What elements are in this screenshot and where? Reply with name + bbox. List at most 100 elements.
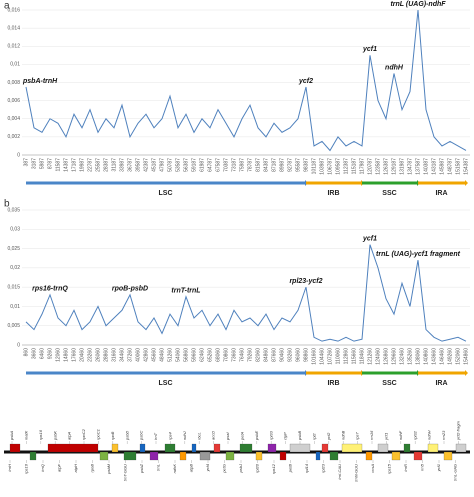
x-tick-label: 26060 bbox=[95, 348, 101, 362]
x-tick-label: 134787 bbox=[407, 158, 413, 175]
gene-label: ndhJ bbox=[182, 430, 187, 440]
gene-block bbox=[179, 451, 187, 461]
x-tick-label: 138060 bbox=[415, 348, 421, 365]
annotation: trnT-trnL bbox=[171, 288, 200, 295]
region-label: SSC bbox=[382, 190, 396, 197]
x-tick-label: 45187 bbox=[151, 158, 157, 172]
gene-label: atpA bbox=[67, 431, 72, 440]
data-line bbox=[25, 244, 467, 342]
x-tick-label: 81587 bbox=[255, 158, 261, 172]
x-tick-label: 118460 bbox=[359, 348, 365, 365]
x-tick-label: 76460 bbox=[239, 348, 245, 362]
x-tick-label: 112387 bbox=[343, 158, 349, 175]
gene-label: ycf2 bbox=[326, 432, 331, 441]
region-label: LSC bbox=[159, 380, 173, 387]
gene-label: psbZ bbox=[139, 463, 144, 473]
gene-label: petB bbox=[288, 464, 293, 474]
x-tick-label: 106787 bbox=[327, 158, 333, 175]
x-tick-label: 129660 bbox=[391, 348, 397, 365]
annotation: ycf1 bbox=[362, 236, 377, 243]
gene-label: trnT bbox=[153, 432, 158, 440]
region-label: IRA bbox=[435, 380, 447, 387]
x-tick-label: 126387 bbox=[383, 158, 389, 175]
x-tick-label: 34460 bbox=[119, 348, 125, 362]
region-label: LSC bbox=[159, 190, 173, 197]
gene-block bbox=[29, 451, 37, 461]
gene-label: rpl14 bbox=[304, 463, 309, 473]
x-tick-label: 37260 bbox=[127, 348, 133, 362]
x-tick-label: 92787 bbox=[287, 158, 293, 172]
x-tick-label: 78787 bbox=[247, 158, 253, 172]
x-tick-label: 154387 bbox=[463, 158, 469, 175]
region-label: IRB bbox=[327, 190, 339, 197]
x-tick-label: 61987 bbox=[199, 158, 205, 172]
gene-block bbox=[321, 443, 329, 453]
gene-block bbox=[329, 451, 339, 461]
region-label: IRB bbox=[327, 380, 339, 387]
x-tick-label: 117987 bbox=[359, 158, 365, 175]
gene-block bbox=[341, 443, 363, 453]
x-tick-label: 47987 bbox=[159, 158, 165, 172]
gene-block bbox=[455, 443, 467, 453]
x-tick-label: 9260 bbox=[47, 348, 53, 359]
x-tick-label: 14860 bbox=[63, 348, 69, 362]
region-label: IRA bbox=[435, 190, 447, 197]
x-tick-label: 56860 bbox=[183, 348, 189, 362]
gene-block bbox=[403, 443, 411, 453]
x-tick-label: 129187 bbox=[391, 158, 397, 175]
x-tick-label: 90460 bbox=[279, 348, 285, 362]
x-tick-label: 50787 bbox=[167, 158, 173, 172]
region-bar bbox=[362, 181, 417, 185]
gene-block bbox=[443, 451, 453, 461]
x-tick-label: 96060 bbox=[295, 348, 301, 362]
gene-label: rpl20 bbox=[255, 463, 260, 473]
gene-label: rpoB bbox=[110, 431, 115, 440]
gene-block bbox=[267, 443, 277, 453]
gene-label: rps16 bbox=[38, 429, 43, 440]
gene-label: trnL-UAG bbox=[453, 464, 458, 481]
gene-label: atpB bbox=[189, 464, 194, 473]
x-tick-label: 140387 bbox=[423, 158, 429, 175]
x-tick-label: 131987 bbox=[399, 158, 405, 175]
region-bar bbox=[26, 371, 305, 375]
gene-block bbox=[191, 443, 197, 453]
gene-block bbox=[199, 451, 211, 461]
y-tick-label: 0,02 bbox=[10, 265, 20, 271]
gene-block bbox=[111, 443, 119, 453]
annotation: psbA-trnH bbox=[22, 78, 58, 85]
x-tick-label: 387 bbox=[23, 158, 29, 167]
x-tick-label: 73660 bbox=[231, 348, 237, 362]
y-tick-label: 0,012 bbox=[7, 44, 20, 50]
gene-label: psbB bbox=[297, 431, 302, 441]
gene-label: ycf1 bbox=[383, 433, 388, 441]
y-tick-label: 0,035 bbox=[7, 207, 20, 213]
gene-block bbox=[391, 451, 401, 461]
x-tick-label: 3660 bbox=[31, 348, 37, 359]
x-tick-label: 28860 bbox=[103, 348, 109, 362]
x-tick-label: 70387 bbox=[223, 158, 229, 172]
gene-label: rpl33 bbox=[268, 430, 273, 440]
annotation: rps16-trnQ bbox=[32, 286, 68, 293]
x-tick-label: 101660 bbox=[311, 348, 317, 365]
gene-label: ccsA bbox=[370, 464, 375, 473]
region-bar bbox=[362, 371, 417, 375]
gene-block bbox=[99, 451, 109, 461]
x-tick-label: 65260 bbox=[207, 348, 213, 362]
gene-block bbox=[47, 443, 99, 453]
x-tick-label: 19987 bbox=[79, 158, 85, 172]
panel-label: a bbox=[4, 1, 10, 12]
gene-label: atpH bbox=[73, 464, 78, 473]
y-tick-label: 0,03 bbox=[10, 227, 20, 233]
annotation: rpoB-psbD bbox=[112, 286, 148, 293]
x-tick-label: 25587 bbox=[95, 158, 101, 172]
gene-block bbox=[315, 451, 321, 461]
gene-label: ycf2-fragm bbox=[455, 420, 460, 441]
gene-label: accD bbox=[211, 431, 216, 440]
x-tick-label: 79260 bbox=[247, 348, 253, 362]
x-tick-label: 860 bbox=[23, 348, 29, 357]
x-tick-label: 115660 bbox=[351, 348, 357, 365]
gene-label: rps4 bbox=[167, 431, 172, 440]
annotation: ycf2 bbox=[298, 78, 313, 85]
region-bar bbox=[306, 371, 361, 375]
